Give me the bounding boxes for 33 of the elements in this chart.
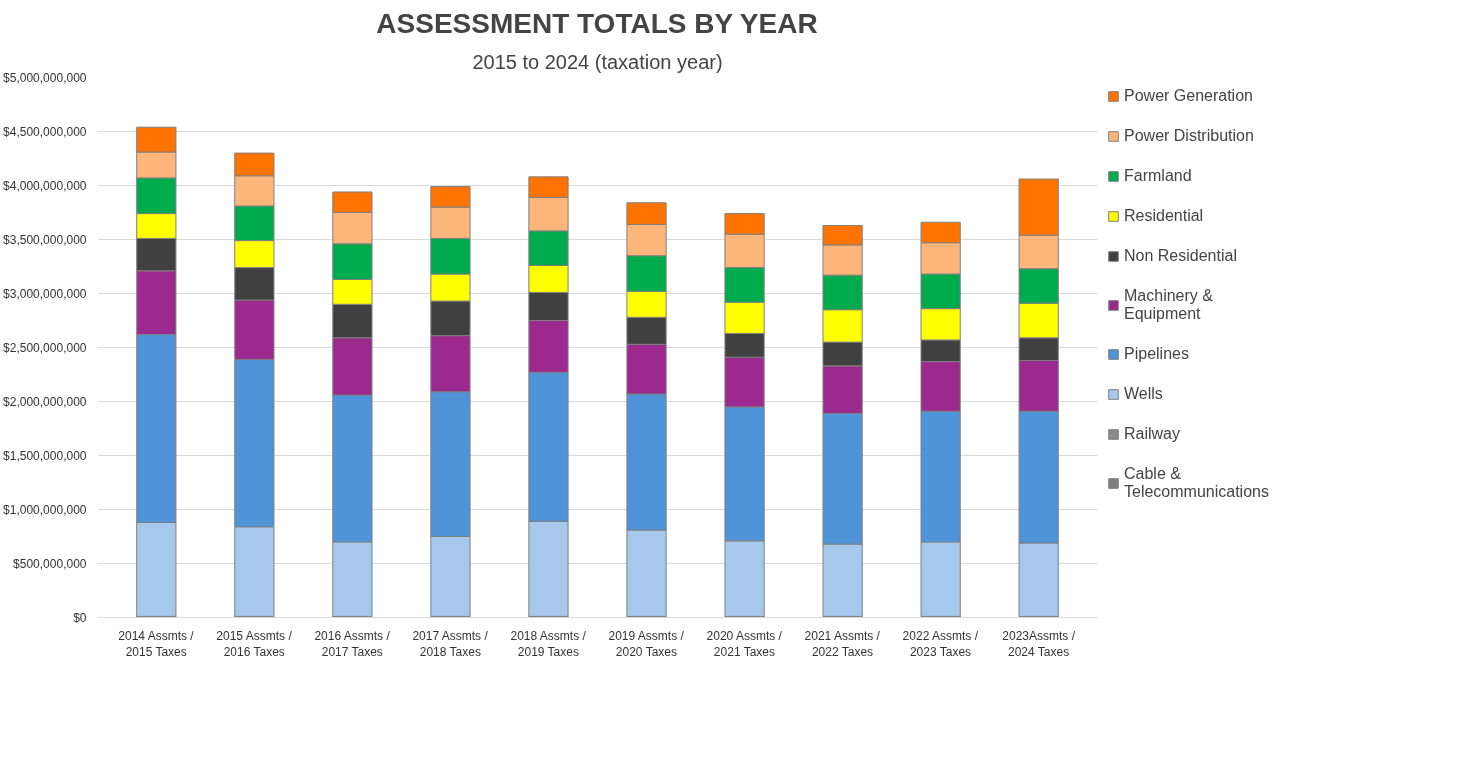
x-tick-label: 2020 Assmts / 2021 Taxes bbox=[706, 628, 783, 660]
x-tick-label: 2022 Assmts / 2023 Taxes bbox=[902, 628, 979, 660]
y-tick-label: $5,000,000,000 bbox=[3, 70, 87, 85]
x-tick-label: 2017 Assmts / 2018 Taxes bbox=[412, 628, 489, 660]
y-tick-label: $3,500,000,000 bbox=[3, 232, 87, 247]
y-tick-label: $500,000,000 bbox=[13, 556, 87, 571]
y-tick-label: $4,000,000,000 bbox=[3, 178, 87, 193]
legend-label: Non Residential bbox=[1124, 247, 1237, 265]
x-tick-label: 2016 Assmts / 2017 Taxes bbox=[314, 628, 391, 660]
legend-label: Cable & Telecommunications bbox=[1124, 465, 1269, 501]
legend-label: Power Generation bbox=[1124, 87, 1253, 105]
legend-label: Wells bbox=[1124, 385, 1163, 403]
legend-label: Power Distribution bbox=[1124, 127, 1254, 145]
y-tick-label: $0 bbox=[73, 610, 87, 625]
x-tick-label: 2015 Assmts / 2016 Taxes bbox=[216, 628, 293, 660]
x-tick-label: 2018 Assmts / 2019 Taxes bbox=[510, 628, 587, 660]
legend-label: Pipelines bbox=[1124, 345, 1189, 363]
y-tick-label: $1,000,000,000 bbox=[3, 502, 87, 517]
y-tick-label: $3,000,000,000 bbox=[3, 286, 87, 301]
y-tick-label: $4,500,000,000 bbox=[3, 124, 87, 139]
x-tick-label: 2021 Assmts / 2022 Taxes bbox=[804, 628, 881, 660]
legend-label: Machinery & Equipment bbox=[1124, 287, 1213, 323]
x-tick-label: 2014 Assmts / 2015 Taxes bbox=[118, 628, 195, 660]
y-tick-label: $2,500,000,000 bbox=[3, 340, 87, 355]
chart-title: ASSESSMENT TOTALS BY YEAR bbox=[376, 7, 818, 39]
y-tick-label: $2,000,000,000 bbox=[3, 394, 87, 409]
legend-label: Railway bbox=[1124, 425, 1181, 443]
chart-subtitle: 2015 to 2024 (taxation year) bbox=[472, 50, 723, 73]
x-tick-label: 2019 Assmts / 2020 Taxes bbox=[608, 628, 685, 660]
legend-label: Farmland bbox=[1124, 167, 1192, 185]
x-tick-label: 2023Assmts / 2024 Taxes bbox=[1002, 628, 1076, 660]
y-tick-label: $1,500,000,000 bbox=[3, 448, 87, 463]
legend-label: Residential bbox=[1124, 207, 1204, 225]
